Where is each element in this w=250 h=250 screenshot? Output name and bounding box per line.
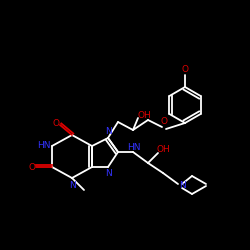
Text: O: O <box>28 162 35 172</box>
Text: N: N <box>106 128 112 136</box>
Text: HN: HN <box>127 142 141 152</box>
Text: O: O <box>182 66 188 74</box>
Text: OH: OH <box>156 146 170 154</box>
Text: HN: HN <box>37 142 51 150</box>
Text: OH: OH <box>137 112 151 120</box>
Text: N: N <box>68 182 75 190</box>
Text: O: O <box>160 118 168 126</box>
Text: N: N <box>106 170 112 178</box>
Text: O: O <box>52 118 60 128</box>
Text: N: N <box>178 182 186 190</box>
